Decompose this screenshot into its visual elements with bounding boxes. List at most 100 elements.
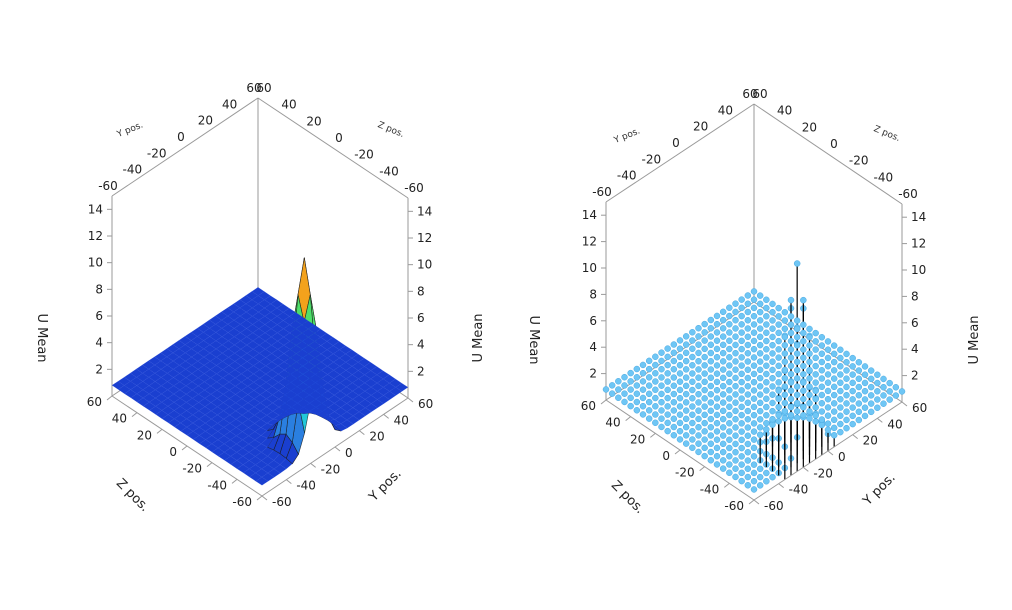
data-point xyxy=(750,304,758,312)
data-point xyxy=(732,316,739,324)
data-point xyxy=(806,391,813,399)
data-point xyxy=(756,473,764,481)
data-point xyxy=(824,395,832,403)
data-point xyxy=(627,378,634,385)
data-point xyxy=(769,421,776,428)
data-point xyxy=(732,391,739,398)
data-point xyxy=(763,313,770,320)
data-point xyxy=(639,394,647,402)
data-point xyxy=(806,366,813,374)
data-point xyxy=(738,362,745,369)
data-point xyxy=(676,370,684,377)
x-tick-label: 20 xyxy=(137,428,152,442)
data-point xyxy=(676,386,684,394)
data-point xyxy=(750,436,758,443)
x-tick-label: 60 xyxy=(87,395,102,409)
data-point xyxy=(682,349,690,357)
top-y-tick-label: 0 xyxy=(177,130,185,144)
top-y-axis-label: Y pos. xyxy=(612,126,642,146)
data-point xyxy=(713,320,721,328)
y-tick-label: 20 xyxy=(369,430,384,444)
top-y-tick-label: -60 xyxy=(98,179,118,193)
data-point xyxy=(781,317,789,324)
data-point xyxy=(769,358,776,365)
x-tick-label: 0 xyxy=(662,449,670,463)
top-y-tick-label: -40 xyxy=(617,169,637,183)
data-point xyxy=(713,329,721,336)
x-tick-label: 40 xyxy=(112,412,127,426)
data-point xyxy=(756,350,764,357)
data-point xyxy=(781,407,789,415)
data-point xyxy=(615,394,622,402)
top-x-tick-label: 20 xyxy=(306,114,321,128)
data-point xyxy=(880,400,887,407)
y-tick-label: 40 xyxy=(394,413,409,427)
data-point xyxy=(639,411,647,418)
data-point xyxy=(800,411,807,419)
data-point xyxy=(769,407,776,415)
data-point xyxy=(627,369,634,377)
top-x-axis-label: Z pos. xyxy=(872,124,902,144)
z-tick-label-left: 14 xyxy=(582,208,597,222)
data-point xyxy=(800,338,807,345)
data-point xyxy=(793,325,801,333)
data-point xyxy=(744,432,752,439)
data-point xyxy=(682,399,690,406)
data-point xyxy=(682,333,690,340)
data-point xyxy=(750,312,758,320)
data-point xyxy=(689,444,696,452)
y-tick-mark xyxy=(877,417,883,423)
top-y-tick-label: 40 xyxy=(718,103,733,117)
data-point xyxy=(719,457,727,464)
data-point xyxy=(695,366,702,373)
y-tick-mark xyxy=(334,446,341,452)
data-point xyxy=(676,403,684,410)
data-point xyxy=(867,375,875,383)
data-point xyxy=(800,321,807,329)
data-point xyxy=(719,465,727,472)
y-tick-mark xyxy=(901,401,908,407)
data-point xyxy=(621,398,628,406)
data-point xyxy=(676,411,684,418)
data-point xyxy=(707,457,715,464)
data-point xyxy=(658,407,665,414)
data-point xyxy=(843,375,850,382)
data-point xyxy=(726,469,733,477)
data-point xyxy=(750,411,758,419)
data-point xyxy=(695,399,702,406)
data-point xyxy=(726,403,733,411)
data-point xyxy=(738,378,745,386)
top-x-tick-label: -60 xyxy=(898,187,918,201)
data-point xyxy=(843,400,850,407)
x-tick-mark xyxy=(699,466,705,472)
data-point xyxy=(769,325,776,332)
data-point xyxy=(756,341,764,349)
data-point xyxy=(701,403,708,410)
data-point xyxy=(787,329,795,337)
data-point xyxy=(787,337,795,345)
data-point xyxy=(689,395,696,402)
data-point xyxy=(763,412,770,419)
data-point xyxy=(732,457,739,464)
data-point xyxy=(652,361,659,369)
data-point xyxy=(713,370,721,377)
data-point xyxy=(608,382,616,389)
data-point xyxy=(861,371,869,378)
data-point xyxy=(824,346,832,353)
data-point xyxy=(732,341,739,349)
data-point xyxy=(750,378,758,386)
z-axis-label-left: U Mean xyxy=(526,315,541,364)
data-point xyxy=(830,416,838,424)
z-tick-label-left: 8 xyxy=(589,287,597,301)
data-point xyxy=(763,469,770,477)
data-point xyxy=(855,392,863,399)
data-point xyxy=(769,300,776,308)
y-tick-mark xyxy=(310,462,316,468)
data-point xyxy=(818,383,826,391)
data-point xyxy=(775,337,782,345)
data-point xyxy=(843,424,850,432)
data-point xyxy=(719,391,727,398)
data-point xyxy=(775,321,782,328)
data-point xyxy=(800,296,807,304)
data-point xyxy=(806,383,813,390)
